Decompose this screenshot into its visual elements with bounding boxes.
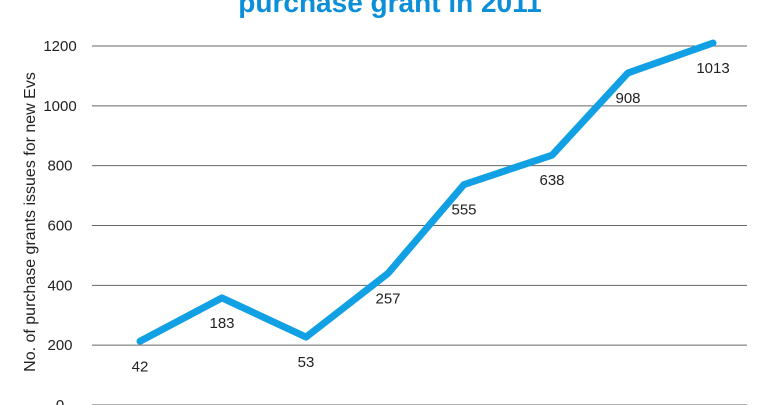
gridlines xyxy=(92,45,747,405)
y-tick-label: 800 xyxy=(47,158,72,175)
data-label: 555 xyxy=(451,202,476,219)
data-label: 908 xyxy=(615,90,640,107)
data-label: 42 xyxy=(132,358,149,375)
y-tick-label: 1200 xyxy=(43,38,76,55)
y-tick-label: 0 xyxy=(56,397,64,405)
data-label: 638 xyxy=(539,172,564,189)
y-tick-label: 200 xyxy=(47,337,72,354)
y-tick-label: 1000 xyxy=(43,98,76,115)
data-labels: 42 183 53 257 555 638 908 1013 xyxy=(132,60,730,375)
data-label: 1013 xyxy=(696,60,729,77)
series-layer xyxy=(136,39,717,345)
chart-title: purchase grant in 2011 xyxy=(238,0,541,18)
data-label: 257 xyxy=(375,290,400,307)
y-tick-label: 600 xyxy=(47,218,72,235)
data-label: 183 xyxy=(209,315,234,332)
series-line xyxy=(136,39,717,345)
y-tick-label: 400 xyxy=(47,277,72,294)
y-axis-label: No. of purchase grants issues for new Ev… xyxy=(22,72,39,372)
data-label: 53 xyxy=(298,354,315,371)
y-axis-ticks: 0 200 400 600 800 1000 1200 xyxy=(43,38,76,405)
